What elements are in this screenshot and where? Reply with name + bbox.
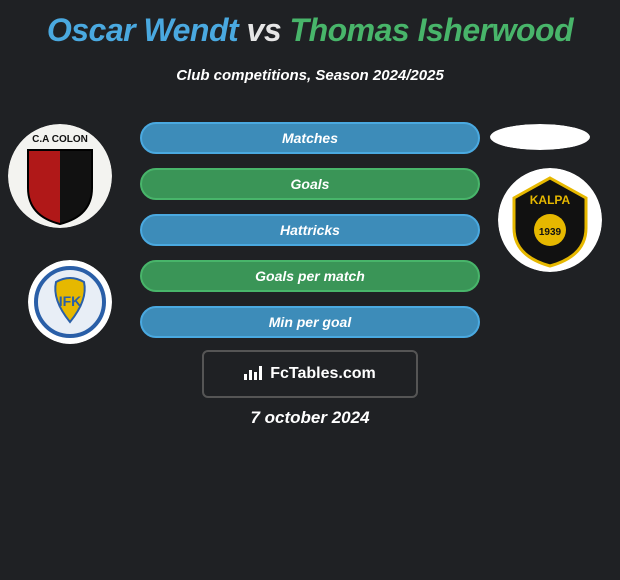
stat-gpm: Goals per match	[140, 260, 480, 292]
club-logo-colon: C.A COLON	[8, 124, 112, 228]
subtitle: Club competitions, Season 2024/2025	[0, 67, 620, 84]
stat-mpg: Min per goal	[140, 306, 480, 338]
vs-text: vs	[247, 12, 282, 48]
stat-goals: Goals	[140, 168, 480, 200]
svg-text:C.A COLON: C.A COLON	[32, 134, 88, 145]
stat-label: Goals per match	[255, 268, 365, 284]
stat-label: Matches	[282, 130, 338, 146]
stat-hattricks: Hattricks	[140, 214, 480, 246]
svg-text:1939: 1939	[539, 227, 562, 238]
svg-text:KALPA: KALPA	[530, 193, 571, 207]
stat-matches: Matches	[140, 122, 480, 154]
chart-icon	[244, 364, 264, 385]
badge-label: FcTables.com	[270, 365, 376, 383]
stat-label: Hattricks	[280, 222, 340, 238]
club-logo-oval	[490, 124, 590, 150]
club-logo-kalpa: KALPA 1939	[498, 168, 602, 272]
stats-list: Matches Goals Hattricks Goals per match …	[140, 122, 480, 352]
svg-text:IFK: IFK	[59, 293, 82, 309]
page-title: Oscar Wendt vs Thomas Isherwood	[0, 0, 620, 49]
stat-label: Goals	[291, 176, 330, 192]
source-badge: FcTables.com	[202, 350, 418, 398]
club-logo-ifk: IFK	[28, 260, 112, 344]
stat-label: Min per goal	[269, 314, 351, 330]
player1-name: Oscar Wendt	[47, 12, 238, 48]
player2-name: Thomas Isherwood	[290, 12, 574, 48]
date-text: 7 october 2024	[0, 408, 620, 428]
